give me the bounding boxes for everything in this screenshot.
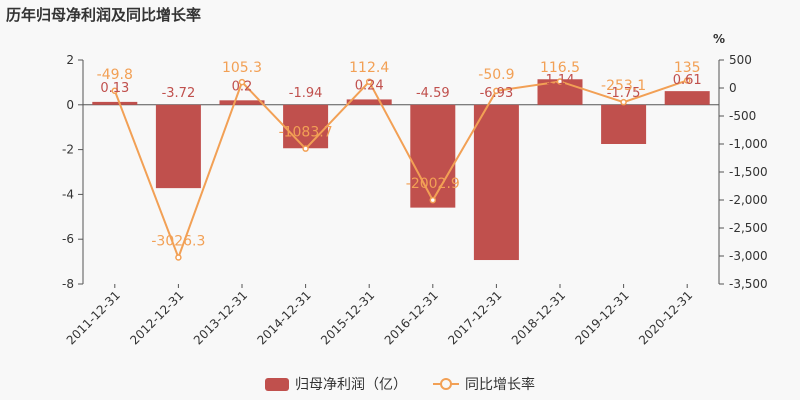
x-tick-label: 2018-12-31: [509, 288, 568, 347]
y-right-tick-label: -3,000: [729, 249, 768, 263]
growth-point: [302, 145, 309, 152]
legend-bar-swatch: [265, 377, 289, 391]
bar-value-label: 1.14: [546, 73, 575, 88]
legend-item-line[interactable]: 同比增长率: [433, 374, 535, 394]
growth-point: [365, 78, 373, 85]
legend-line-swatch: [433, 377, 459, 391]
bar-value-label: -3.72: [162, 86, 196, 101]
growth-point: [620, 98, 627, 106]
growth-point: [175, 254, 182, 261]
x-tick-label: 2016-12-31: [382, 288, 441, 347]
bar-value-label: -1.94: [289, 86, 323, 101]
growth-point: [493, 87, 500, 95]
growth-value-label: 135: [674, 60, 701, 76]
y-left-tick-label: -4: [62, 187, 74, 201]
y-left-tick-label: -8: [62, 277, 74, 291]
bar: [473, 104, 519, 261]
y-right-tick-label: -500: [729, 109, 756, 123]
bar-value-label: 0.61: [673, 73, 702, 88]
x-tick-label: 2014-12-31: [255, 288, 314, 347]
bar: [601, 104, 647, 144]
bar-value-label: 0.2: [232, 79, 253, 94]
bar: [92, 101, 138, 105]
growth-point: [238, 78, 246, 86]
growth-value-label: -1083.7: [279, 125, 333, 141]
growth-point: [111, 87, 119, 95]
x-tick-label: 2020-12-31: [636, 288, 695, 347]
x-tick-label: 2013-12-31: [191, 288, 250, 347]
growth-value-label: -49.8: [97, 67, 133, 83]
bar: [346, 99, 392, 105]
growth-value-label: -253.1: [601, 78, 646, 94]
legend-line-label: 同比增长率: [465, 377, 535, 393]
bar: [664, 91, 710, 105]
y-right-tick-label: 500: [729, 53, 752, 67]
growth-value-label: 116.5: [540, 60, 580, 76]
growth-line: [113, 79, 688, 261]
growth-value-label: -50.9: [478, 67, 514, 83]
y-right-tick-label: -1,500: [729, 165, 768, 179]
x-tick-label: 2017-12-31: [445, 288, 504, 347]
bar-value-label: 0.24: [355, 78, 384, 93]
y-right-tick-label: -2,500: [729, 221, 768, 235]
y-right-unit: %: [713, 32, 725, 46]
growth-point: [683, 77, 691, 84]
bar: [155, 104, 201, 189]
growth-point: [429, 196, 437, 204]
bar-value-label: -1.75: [607, 86, 641, 101]
x-tick-label: 2012-12-31: [127, 288, 186, 347]
y-right-tick-label: -3,500: [729, 277, 768, 291]
x-tick-label: 2011-12-31: [64, 288, 123, 347]
y-right-tick-label: 0: [729, 81, 737, 95]
y-left-tick-label: 2: [66, 53, 74, 67]
legend-bar-label: 归母净利润（亿）: [295, 377, 407, 393]
bar: [283, 104, 329, 149]
bar: [219, 100, 265, 105]
chart-title: 历年归母净利润及同比增长率: [6, 6, 202, 24]
y-left-tick-label: 0: [66, 98, 74, 112]
growth-value-label: -2002.9: [406, 176, 460, 192]
legend: 归母净利润（亿） 同比增长率: [0, 374, 800, 394]
growth-value-label: -3026.3: [151, 233, 205, 249]
x-tick-label: 2015-12-31: [318, 288, 377, 347]
legend-item-bar[interactable]: 归母净利润（亿）: [265, 374, 407, 394]
y-right-tick-label: -1,000: [729, 137, 768, 151]
y-left-tick-label: -6: [62, 232, 74, 246]
growth-value-label: 105.3: [222, 60, 262, 76]
y-right-tick-label: -2,000: [729, 193, 768, 207]
x-tick-label: 2019-12-31: [573, 288, 632, 347]
bar-value-label: -6.93: [480, 86, 514, 101]
growth-value-label: 112.4: [349, 60, 389, 76]
bar: [410, 104, 456, 208]
bar-value-label: -4.59: [416, 86, 450, 101]
y-left-tick-label: -2: [62, 143, 74, 157]
bar-value-label: 0.13: [100, 81, 129, 96]
growth-point: [556, 78, 564, 85]
